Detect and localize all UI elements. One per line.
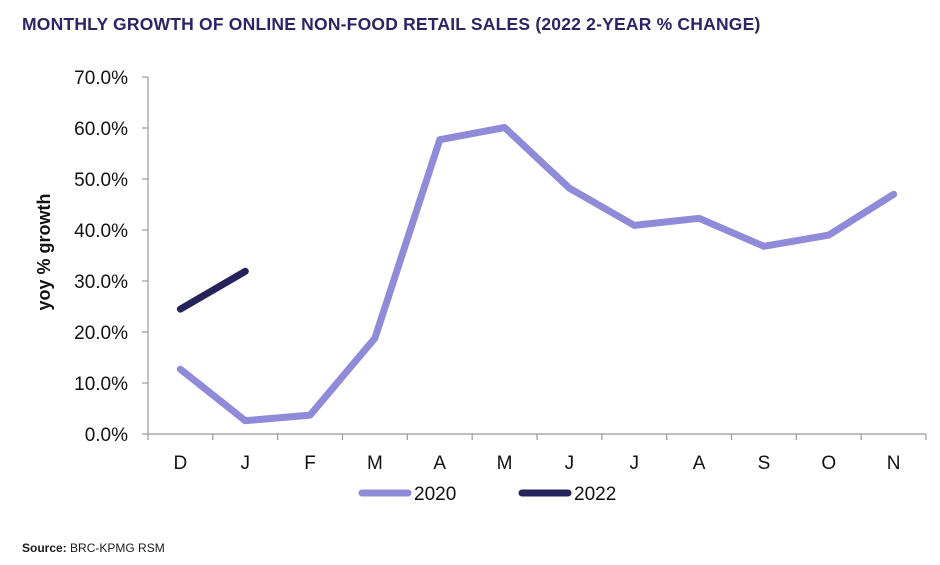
- source-label: Source:: [22, 541, 67, 555]
- line-chart: 0.0% 10.0% 20.0% 30.0% 40.0% 50.0% 60.0% 70.0% D…: [34, 68, 927, 505]
- x-tick-label: M: [367, 453, 383, 474]
- x-tick-label: A: [693, 453, 706, 474]
- legend-label-2020: 2020: [414, 484, 456, 505]
- chart-title-suffix: (2022 2-YEAR % CHANGE): [535, 14, 761, 34]
- x-tick-label: O: [821, 453, 836, 474]
- series-line-2022: [176, 267, 249, 313]
- x-tick-label: M: [497, 453, 513, 474]
- series-line-2020: [176, 124, 898, 425]
- y-tick-label: 0.0%: [85, 425, 128, 446]
- x-tick-label: F: [304, 453, 316, 474]
- legend-label-2022: 2022: [574, 484, 616, 505]
- y-tick-label: 70.0%: [74, 68, 128, 89]
- y-tick-label: 60.0%: [74, 119, 128, 140]
- y-tick-label: 10.0%: [74, 374, 128, 395]
- source-note: Source: BRC-KPMG RSM: [22, 541, 165, 555]
- series-lines: [176, 124, 898, 425]
- x-tick-label: A: [433, 453, 446, 474]
- x-tick-label: J: [241, 453, 251, 474]
- chart-title: MONTHLY GROWTH OF ONLINE NON-FOOD RETAIL…: [22, 14, 761, 35]
- y-tick-label: 40.0%: [74, 221, 128, 242]
- source-text: BRC-KPMG RSM: [70, 541, 165, 555]
- chart-title-main: MONTHLY GROWTH OF ONLINE NON-FOOD RETAIL…: [22, 14, 531, 34]
- y-tick-label: 50.0%: [74, 170, 128, 191]
- y-tick-label: 30.0%: [74, 272, 128, 293]
- x-tick-label: N: [887, 453, 901, 474]
- x-tick-label: J: [630, 453, 640, 474]
- y-axis-label: yoy % growth: [34, 193, 54, 310]
- x-tick-label: J: [565, 453, 575, 474]
- legend: 2020 2022: [358, 484, 616, 505]
- axes: [142, 76, 927, 440]
- x-tick-label: D: [174, 453, 188, 474]
- y-tick-label: 20.0%: [74, 323, 128, 344]
- tick-labels: 0.0% 10.0% 20.0% 30.0% 40.0% 50.0% 60.0% 70.0% D…: [74, 68, 900, 474]
- x-tick-label: S: [758, 453, 771, 474]
